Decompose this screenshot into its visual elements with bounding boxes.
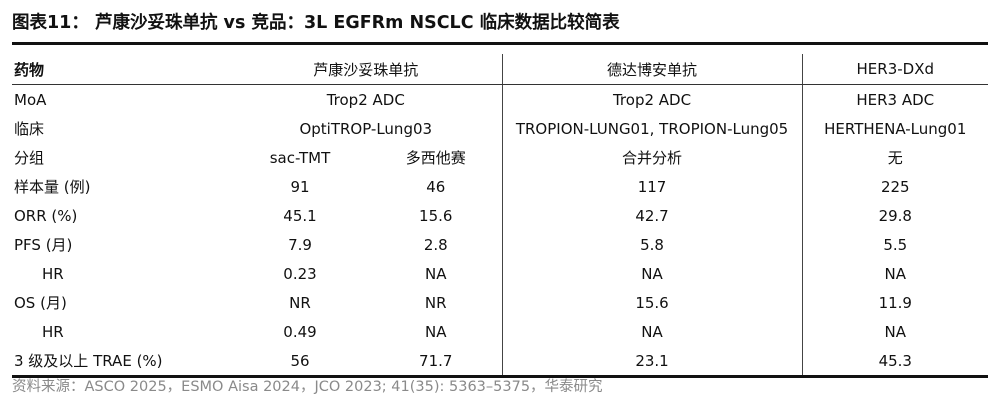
row-label-sample-size: 样本量 (例) bbox=[14, 178, 91, 196]
cell-pfs-sac-arm: 7.9 bbox=[288, 235, 312, 254]
row-label-os-hr: HR bbox=[42, 322, 64, 341]
row-label-pfs-hr: HR bbox=[42, 264, 64, 283]
cell-os-hr-dato: NA bbox=[501, 317, 803, 346]
cell-os-her3: 11.9 bbox=[801, 288, 989, 317]
cell-pfs-hr-dato: NA bbox=[501, 259, 803, 288]
cell-trial-her3: HERTHENA-Lung01 bbox=[801, 114, 989, 143]
cell-pfs-hr-sac-arm: 0.23 bbox=[283, 264, 317, 283]
table-row: OS (月) NR NR 15.6 11.9 bbox=[12, 288, 989, 317]
cell-n-docetaxel-arm: 46 bbox=[426, 177, 446, 196]
cell-os-sac-arm: NR bbox=[289, 293, 311, 312]
table-row: ORR (%) 45.1 15.6 42.7 29.8 bbox=[12, 201, 989, 230]
cell-trae-docetaxel-arm: 71.7 bbox=[419, 351, 453, 370]
cell-os-dato: 15.6 bbox=[501, 288, 803, 317]
cell-moa-her3: HER3 ADC bbox=[801, 84, 989, 114]
cell-os-hr-docetaxel-arm: NA bbox=[425, 322, 447, 341]
cell-pfs-docetaxel-arm: 2.8 bbox=[423, 235, 448, 254]
top-rule bbox=[12, 42, 988, 45]
cell-n-her3: 225 bbox=[801, 172, 989, 201]
header-her3-dxd: HER3-DXd bbox=[801, 54, 989, 85]
header-sacituzumab-tirumotecan: 芦康沙妥珠单抗 bbox=[230, 54, 503, 85]
cell-os-hr-sac-arm: 0.49 bbox=[283, 322, 317, 341]
table-row: MoA Trop2 ADC Trop2 ADC HER3 ADC bbox=[12, 84, 989, 114]
row-label-group: 分组 bbox=[14, 149, 45, 167]
row-label-trial: 临床 bbox=[14, 120, 45, 138]
cell-orr-dato: 42.7 bbox=[501, 201, 803, 230]
cell-moa-sac: Trop2 ADC bbox=[326, 90, 405, 109]
cell-trial-dato: TROPION-LUNG01, TROPION-Lung05 bbox=[501, 114, 803, 143]
comparison-table: 药物 芦康沙妥珠单抗 德达博安单抗 HER3-DXd MoA Trop2 ADC… bbox=[12, 54, 989, 375]
cell-pfs-her3: 5.5 bbox=[801, 230, 989, 259]
cell-group-docetaxel-arm: 多西他赛 bbox=[405, 149, 466, 167]
table-header-row: 药物 芦康沙妥珠单抗 德达博安单抗 HER3-DXd bbox=[12, 54, 989, 85]
table-row: HR 0.49 NA NA NA bbox=[12, 317, 989, 346]
cell-group-her3: 无 bbox=[801, 143, 989, 172]
row-label-moa: MoA bbox=[14, 90, 47, 109]
table-row: HR 0.23 NA NA NA bbox=[12, 259, 989, 288]
row-label-orr: ORR (%) bbox=[14, 206, 78, 225]
cell-os-hr-her3: NA bbox=[801, 317, 989, 346]
cell-group-dato: 合并分析 bbox=[501, 143, 803, 172]
cell-n-sac-arm: 91 bbox=[290, 177, 310, 196]
cell-trae-her3: 45.3 bbox=[801, 346, 989, 375]
bottom-rule bbox=[12, 375, 988, 378]
row-label-pfs: PFS (月) bbox=[14, 236, 73, 254]
source-note: 资料来源：ASCO 2025，ESMO Aisa 2024，JCO 2023; … bbox=[12, 379, 603, 395]
row-label-os: OS (月) bbox=[14, 294, 67, 312]
cell-trial-sac: OptiTROP-Lung03 bbox=[299, 119, 433, 138]
cell-group-sac-arm: sac-TMT bbox=[269, 148, 331, 167]
cell-trae-sac-arm: 56 bbox=[290, 351, 310, 370]
cell-os-docetaxel-arm: NR bbox=[424, 293, 447, 312]
header-datopotamab-deruxtecan: 德达博安单抗 bbox=[501, 54, 803, 85]
cell-pfs-dato: 5.8 bbox=[501, 230, 803, 259]
header-drug: 药物 bbox=[12, 54, 230, 85]
cell-pfs-hr-her3: NA bbox=[801, 259, 989, 288]
cell-orr-sac-arm: 45.1 bbox=[283, 206, 317, 225]
cell-n-dato: 117 bbox=[501, 172, 803, 201]
cell-orr-docetaxel-arm: 15.6 bbox=[419, 206, 453, 225]
table-row: 临床 OptiTROP-Lung03 TROPION-LUNG01, TROPI… bbox=[12, 114, 989, 143]
cell-moa-dato: Trop2 ADC bbox=[501, 84, 803, 114]
row-label-trae: 3 级及以上 TRAE (%) bbox=[14, 352, 163, 370]
cell-pfs-hr-docetaxel-arm: NA bbox=[425, 264, 447, 283]
figure-title: 图表11： 芦康沙妥珠单抗 vs 竞品：3L EGFRm NSCLC 临床数据比… bbox=[12, 13, 620, 33]
table-row: 3 级及以上 TRAE (%) 56 71.7 23.1 45.3 bbox=[12, 346, 989, 375]
cell-orr-her3: 29.8 bbox=[801, 201, 989, 230]
table-row: 样本量 (例) 91 46 117 225 bbox=[12, 172, 989, 201]
table-row: 分组 sac-TMT 多西他赛 合并分析 无 bbox=[12, 143, 989, 172]
table-row: PFS (月) 7.9 2.8 5.8 5.5 bbox=[12, 230, 989, 259]
cell-trae-dato: 23.1 bbox=[501, 346, 803, 375]
